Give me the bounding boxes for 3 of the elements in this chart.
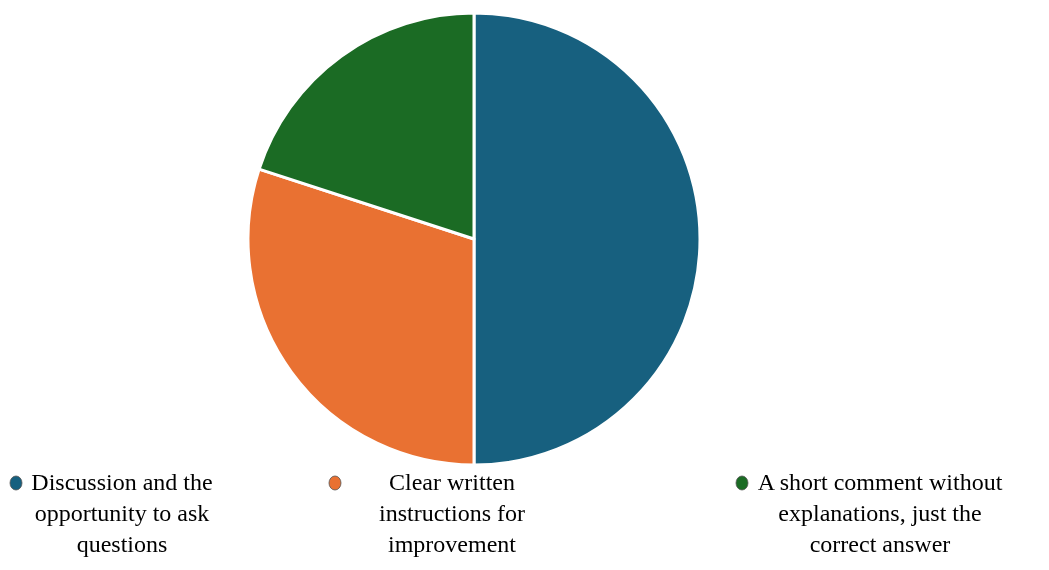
legend-label: Discussion and the opportunity to ask questions	[31, 469, 213, 557]
legend-label: A short comment without explanations, just the correct answer	[757, 469, 1003, 557]
legend-label: Clear written instructions for improvement	[379, 469, 525, 557]
